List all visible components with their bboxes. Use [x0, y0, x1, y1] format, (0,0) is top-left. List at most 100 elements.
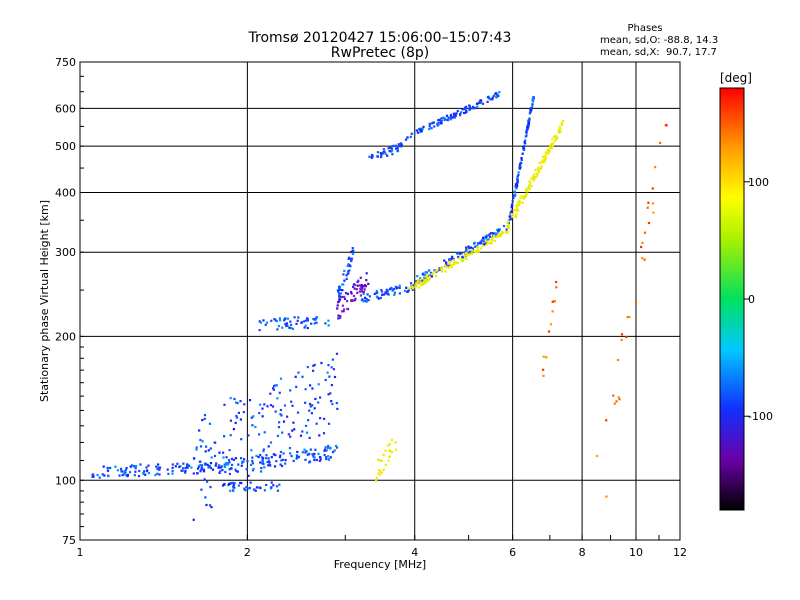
- data-point: [470, 252, 473, 255]
- data-point: [297, 455, 301, 458]
- data-point: [233, 482, 236, 485]
- data-point: [525, 130, 528, 133]
- data-point: [318, 434, 321, 437]
- data-point: [281, 458, 284, 461]
- data-point: [437, 123, 440, 126]
- data-point: [420, 283, 423, 286]
- data-point: [560, 122, 563, 125]
- data-point: [236, 402, 239, 405]
- data-point: [561, 123, 564, 126]
- data-point: [253, 488, 256, 491]
- data-point: [272, 453, 275, 456]
- data-point: [549, 144, 552, 147]
- data-point: [387, 147, 390, 150]
- data-point: [479, 247, 483, 250]
- data-point: [419, 127, 422, 130]
- data-point: [221, 484, 225, 487]
- data-point: [469, 246, 472, 249]
- data-point: [329, 456, 332, 459]
- data-point: [613, 402, 616, 405]
- data-point: [476, 248, 479, 251]
- colorbar-ticks: 100 0 -100: [744, 176, 773, 423]
- data-point: [263, 489, 266, 492]
- data-point: [331, 358, 334, 361]
- data-point: [270, 319, 273, 322]
- data-point: [516, 201, 519, 204]
- data-point: [481, 244, 484, 247]
- data-point: [528, 180, 531, 183]
- data-point: [498, 228, 501, 231]
- data-point: [274, 319, 277, 322]
- data-point: [313, 458, 316, 462]
- data-point: [532, 176, 535, 179]
- data-point: [382, 453, 385, 456]
- data-point: [310, 322, 313, 325]
- data-point: [306, 319, 309, 322]
- data-point: [306, 326, 309, 330]
- data-point: [628, 315, 631, 319]
- data-point: [314, 397, 317, 400]
- data-point: [528, 187, 531, 191]
- data-point: [433, 269, 436, 272]
- data-point: [498, 91, 501, 94]
- data-point: [468, 253, 471, 256]
- data-point: [202, 468, 205, 471]
- data-point: [280, 459, 283, 462]
- data-point: [200, 468, 203, 471]
- data-point: [461, 259, 465, 262]
- data-point: [537, 169, 541, 172]
- data-point: [341, 295, 344, 299]
- data-point: [527, 121, 531, 124]
- data-point: [281, 464, 284, 468]
- data-point: [282, 420, 286, 423]
- data-point: [538, 161, 541, 165]
- data-point: [240, 464, 243, 467]
- data-point: [428, 125, 431, 128]
- data-point: [524, 135, 527, 138]
- data-point: [510, 204, 514, 207]
- data-point: [523, 195, 526, 198]
- data-point: [363, 288, 366, 291]
- data-point: [367, 299, 370, 302]
- data-point: [279, 450, 282, 453]
- data-point: [433, 125, 436, 128]
- data-point: [157, 466, 160, 469]
- data-point: [266, 461, 269, 464]
- data-point: [390, 451, 393, 454]
- data-point: [464, 107, 467, 110]
- data-point: [453, 116, 456, 119]
- data-point: [512, 197, 515, 200]
- data-point: [354, 297, 357, 300]
- data-point: [292, 421, 295, 424]
- data-point: [282, 452, 285, 455]
- data-point: [424, 273, 427, 277]
- data-point: [520, 195, 523, 198]
- data-point: [323, 417, 326, 420]
- data-point: [273, 318, 276, 321]
- data-point: [242, 411, 245, 414]
- data-point: [325, 449, 328, 452]
- data-point: [435, 275, 438, 278]
- data-point: [273, 465, 277, 468]
- data-point: [469, 106, 472, 109]
- data-point: [339, 292, 343, 295]
- data-point: [251, 424, 254, 427]
- data-point: [380, 459, 383, 462]
- data-point: [461, 108, 464, 111]
- data-point: [434, 270, 437, 273]
- data-point: [276, 489, 280, 492]
- data-point: [120, 470, 123, 473]
- data-point: [349, 265, 352, 268]
- x-axis-label: Frequency [MHz]: [334, 558, 426, 571]
- data-point: [341, 304, 344, 307]
- data-point: [518, 203, 521, 206]
- data-point: [124, 471, 127, 474]
- data-point: [378, 459, 381, 462]
- data-point: [301, 321, 304, 324]
- data-point: [396, 149, 400, 152]
- colorbar-tick-label: 100: [748, 176, 769, 189]
- data-point: [429, 271, 433, 274]
- data-point: [353, 299, 357, 302]
- data-point: [217, 466, 220, 469]
- data-point: [335, 444, 338, 447]
